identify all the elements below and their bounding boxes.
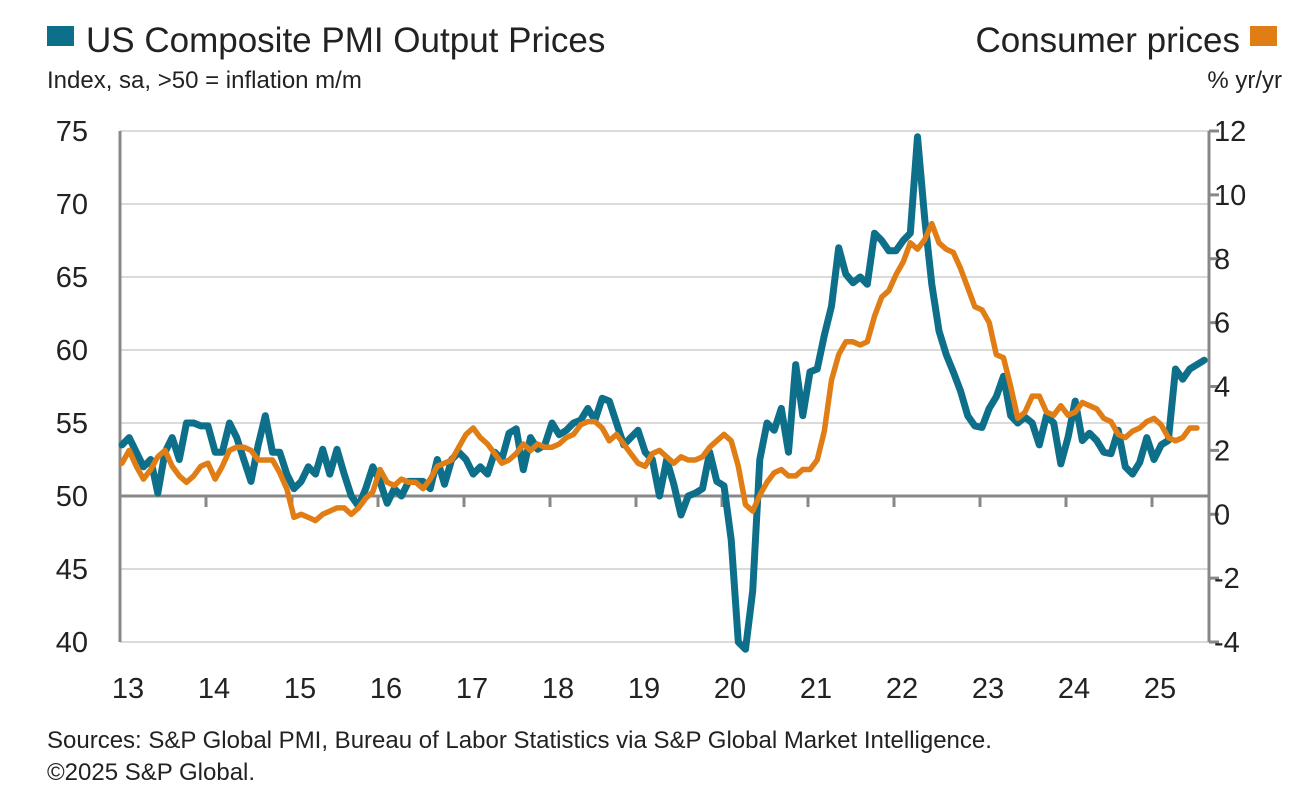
y-left-tick-label: 50	[56, 481, 88, 513]
y-right-tick-label: 12	[1214, 116, 1246, 148]
x-tick-label: 19	[628, 673, 660, 705]
y-left-tick-label: 40	[56, 627, 88, 659]
x-tick-label: 21	[800, 673, 832, 705]
x-tick-label: 13	[112, 673, 144, 705]
y-left-tick-label: 70	[56, 189, 88, 221]
x-tick-label: 14	[198, 673, 230, 705]
chart-title-left: US Composite PMI Output Prices	[86, 21, 605, 60]
legend-swatch-pmi	[47, 26, 74, 46]
y-right-tick-label: 0	[1214, 499, 1230, 531]
x-tick-label: 24	[1058, 673, 1090, 705]
y-right-tick-label: -4	[1214, 627, 1240, 659]
y-right-tick-label: 4	[1214, 372, 1230, 404]
y-right-tick-label: 6	[1214, 308, 1230, 340]
x-tick-label: 23	[972, 673, 1004, 705]
y-right-tick-label: -2	[1214, 563, 1240, 595]
x-tick-label: 15	[284, 673, 316, 705]
gridlines	[120, 130, 1209, 643]
y-left-tick-label: 55	[56, 408, 88, 440]
y-left-tick-label: 45	[56, 554, 88, 586]
copyright-note: ©2025 S&P Global.	[47, 759, 255, 786]
x-tick-label: 16	[370, 673, 402, 705]
series-line-consumer-prices	[119, 220, 1200, 524]
y-left-tick-label: 65	[56, 262, 88, 294]
chart-subtitle-right: % yr/yr	[1207, 67, 1282, 94]
y-left-tick-label: 60	[56, 335, 88, 367]
y-right-tick-label: 10	[1214, 180, 1246, 212]
source-note: Sources: S&P Global PMI, Bureau of Labor…	[47, 727, 992, 754]
series-line-pmi-output-prices	[118, 133, 1208, 653]
y-right-tick-label: 8	[1214, 244, 1230, 276]
legend-swatch-cpi	[1250, 26, 1277, 46]
x-tick-label: 18	[542, 673, 574, 705]
x-tick-label: 17	[456, 673, 488, 705]
y-right-tick-label: 2	[1214, 435, 1230, 467]
series-lines	[118, 133, 1208, 653]
x-tick-label: 25	[1144, 673, 1176, 705]
x-tick-label: 22	[886, 673, 918, 705]
chart-subtitle-left: Index, sa, >50 = inflation m/m	[47, 67, 362, 94]
chart-title-right: Consumer prices	[975, 21, 1240, 60]
y-left-tick-label: 75	[56, 116, 88, 148]
x-tick-label: 20	[714, 673, 746, 705]
